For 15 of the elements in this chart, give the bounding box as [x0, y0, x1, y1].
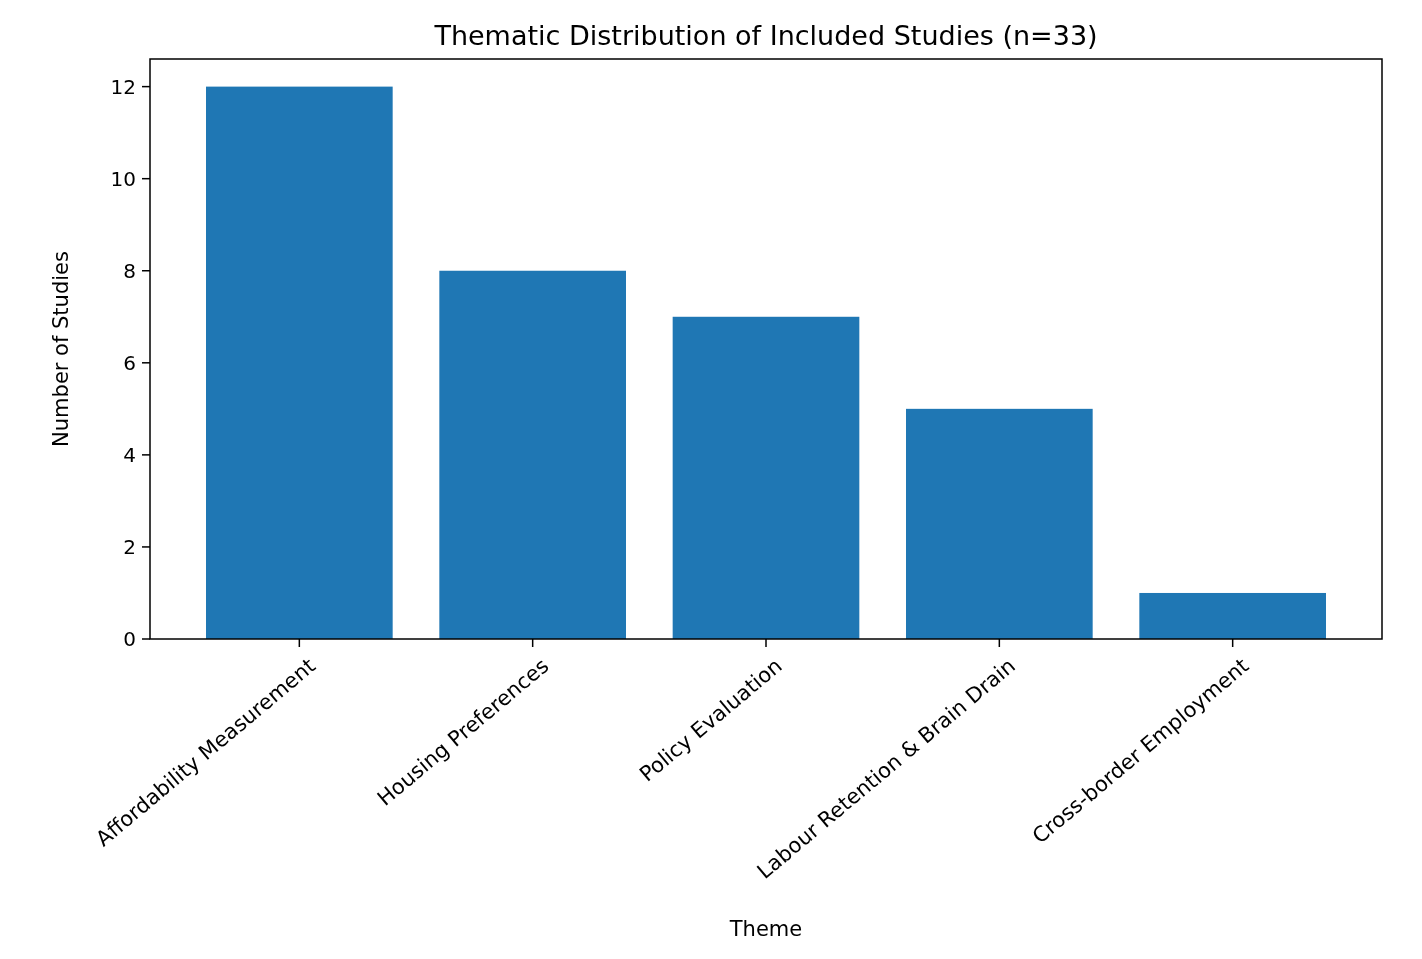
y-tick-label: 8 — [123, 258, 136, 283]
y-tick-label: 10 — [110, 166, 136, 191]
y-tick-label: 4 — [123, 442, 136, 467]
bar — [206, 86, 393, 639]
bar — [439, 270, 626, 639]
y-tick-label: 12 — [110, 74, 136, 99]
y-tick-label: 6 — [123, 350, 136, 375]
bar — [672, 316, 860, 639]
y-axis-title: Number of Studies — [49, 251, 73, 447]
chart-title: Thematic Distribution of Included Studies (n=33) — [433, 20, 1098, 51]
bar — [1139, 592, 1326, 639]
x-axis-title: Theme — [728, 917, 803, 941]
bar — [906, 408, 1093, 639]
y-tick-label: 0 — [123, 627, 136, 651]
y-tick-label: 2 — [123, 534, 136, 559]
